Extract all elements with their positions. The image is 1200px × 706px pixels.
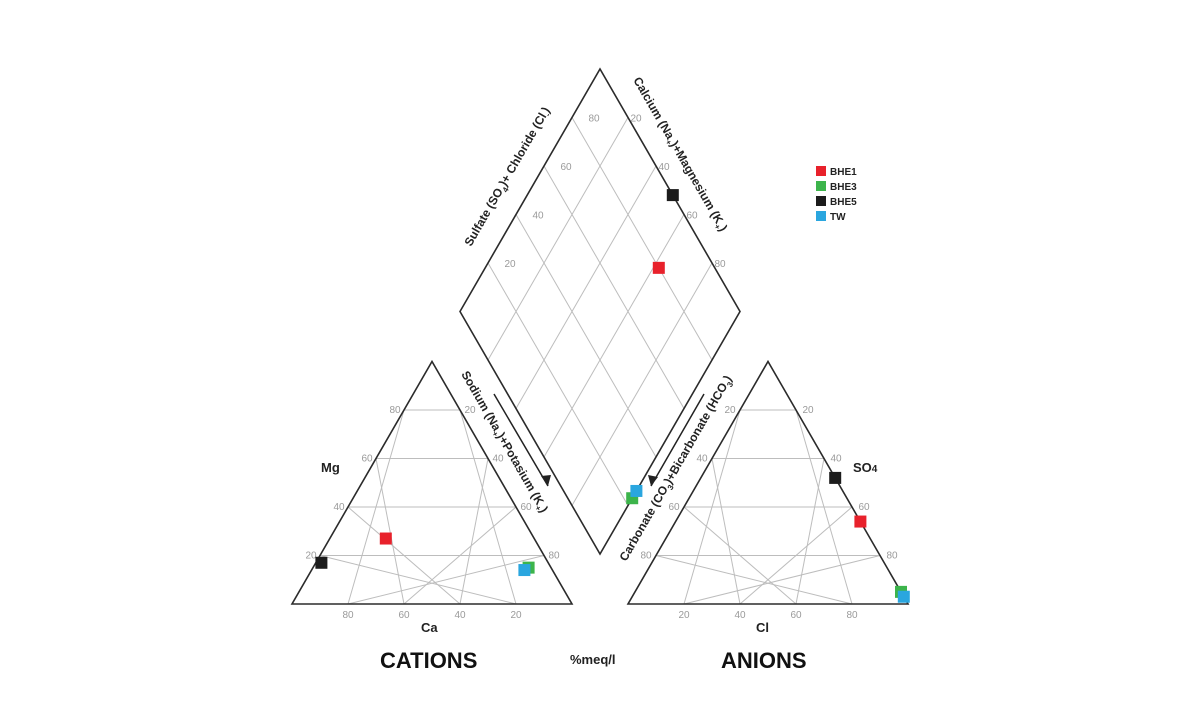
legend-swatch-bhe1	[816, 166, 826, 176]
bhe5-cation-point	[315, 556, 328, 569]
ca-tick-label: 40	[454, 610, 466, 621]
mg-tick-label: 40	[333, 502, 345, 513]
anion-gridline	[711, 458, 741, 605]
tw-diamond-point	[630, 484, 643, 497]
legend: BHE1 BHE3 BHE5 TW	[816, 166, 857, 223]
cl-tick-label: 20	[678, 610, 690, 621]
carbonate-bicarbonate-label: Carbonate (CO3)+Bicarbonate (HCO3)	[616, 373, 737, 565]
carbonate-bicarbonate-arrow	[648, 393, 705, 487]
bhe1-cation-point	[379, 532, 392, 545]
diamond-gridline	[543, 165, 685, 409]
tw-anion-point	[897, 590, 910, 603]
co3-tick-label: 20	[724, 405, 736, 416]
grid-layer	[319, 117, 881, 605]
bhe1-diamond-point	[652, 261, 665, 274]
bhe5-diamond-point	[666, 189, 679, 202]
cation-gridline	[319, 555, 517, 605]
na-k-tick-label: 40	[492, 454, 504, 465]
anion-gridline	[739, 506, 853, 605]
so4-tick-label: 80	[886, 551, 898, 562]
cation-gridline	[375, 458, 405, 605]
ca-mg-tick-label: 80	[714, 259, 726, 270]
co3-tick-label: 60	[668, 502, 680, 513]
diamond-gridline	[487, 117, 629, 361]
mg-label: Mg	[321, 460, 340, 475]
mg-tick-label: 20	[305, 551, 317, 562]
legend-swatch-tw	[816, 211, 826, 221]
mg-tick-label: 60	[361, 454, 373, 465]
point-layer	[315, 189, 910, 603]
cl-tick-label: 80	[846, 610, 858, 621]
ca-tick-label: 60	[398, 610, 410, 621]
bhe5-anion-point	[829, 471, 842, 484]
na-k-tick-label: 60	[520, 502, 532, 513]
na-k-tick-label: 20	[464, 405, 476, 416]
so4-cl-tick-label: 40	[532, 211, 544, 222]
diamond-gridline	[571, 262, 713, 506]
tw-cation-point	[518, 564, 531, 577]
ca-mg-tick-label: 60	[686, 211, 698, 222]
cation-gridline	[459, 458, 489, 605]
anion-gridline	[655, 555, 853, 605]
diamond-gridline	[543, 214, 685, 458]
so4-cl-tick-label: 20	[504, 259, 516, 270]
legend-label-bhe5: BHE5	[830, 197, 857, 208]
sodium-potassium-arrow	[493, 393, 551, 487]
cl-tick-label: 60	[790, 610, 802, 621]
legend-label-tw: TW	[830, 212, 846, 223]
so4-cl-tick-label: 80	[588, 114, 600, 125]
so4-cl-tick-label: 60	[560, 162, 572, 173]
co3-tick-label: 80	[640, 551, 652, 562]
diamond-gridline	[515, 214, 657, 458]
legend-swatch-bhe3	[816, 181, 826, 191]
ca-tick-label: 80	[342, 610, 354, 621]
legend-label-bhe3: BHE3	[830, 182, 857, 193]
cation-triangle-frame	[290, 359, 574, 605]
cation-gridline	[347, 555, 545, 605]
calcium-magnesium-label: Calcium (Na+)+Magnesium (K+)	[629, 75, 731, 235]
cation-gridline	[403, 506, 517, 605]
cation-gridline	[459, 409, 517, 605]
so4-tick-label: 20	[802, 405, 814, 416]
diamond-frame	[459, 67, 741, 556]
diamond-gridline	[487, 262, 629, 506]
anion-gridline	[795, 409, 853, 605]
so4-label: SO4	[853, 460, 878, 475]
ca-mg-tick-label: 20	[630, 114, 642, 125]
cation-gridline	[347, 506, 461, 605]
ca-mg-tick-label: 40	[658, 162, 670, 173]
anion-gridline	[795, 458, 825, 605]
anions-title: ANIONS	[721, 648, 807, 673]
legend-label-bhe1: BHE1	[830, 167, 857, 178]
diamond-gridline	[515, 165, 657, 409]
diamond-gridline	[571, 117, 713, 361]
frame-layer	[290, 67, 910, 605]
ca-tick-label: 20	[510, 610, 522, 621]
sodium-potassium-label: Sodium (Na+)+Potasium (K+)	[457, 369, 551, 516]
cl-label: Cl	[756, 620, 769, 635]
na-k-tick-label: 80	[548, 551, 560, 562]
cl-tick-label: 40	[734, 610, 746, 621]
legend-swatch-bhe5	[816, 196, 826, 206]
ca-label: Ca	[421, 620, 438, 635]
co3-tick-label: 40	[696, 454, 708, 465]
anion-gridline	[683, 555, 881, 605]
tick-layer: 80 60 40 20 20 40 60 80 20 40 60 80 20 40 60 80 20 40 60 80…	[305, 114, 898, 622]
so4-tick-label: 40	[830, 454, 842, 465]
mg-tick-label: 80	[389, 405, 401, 416]
units-label: %meq/l	[570, 652, 616, 667]
anion-gridline	[683, 506, 797, 605]
cations-title: CATIONS	[380, 648, 477, 673]
bhe1-anion-point	[854, 515, 867, 528]
so4-tick-label: 60	[858, 502, 870, 513]
